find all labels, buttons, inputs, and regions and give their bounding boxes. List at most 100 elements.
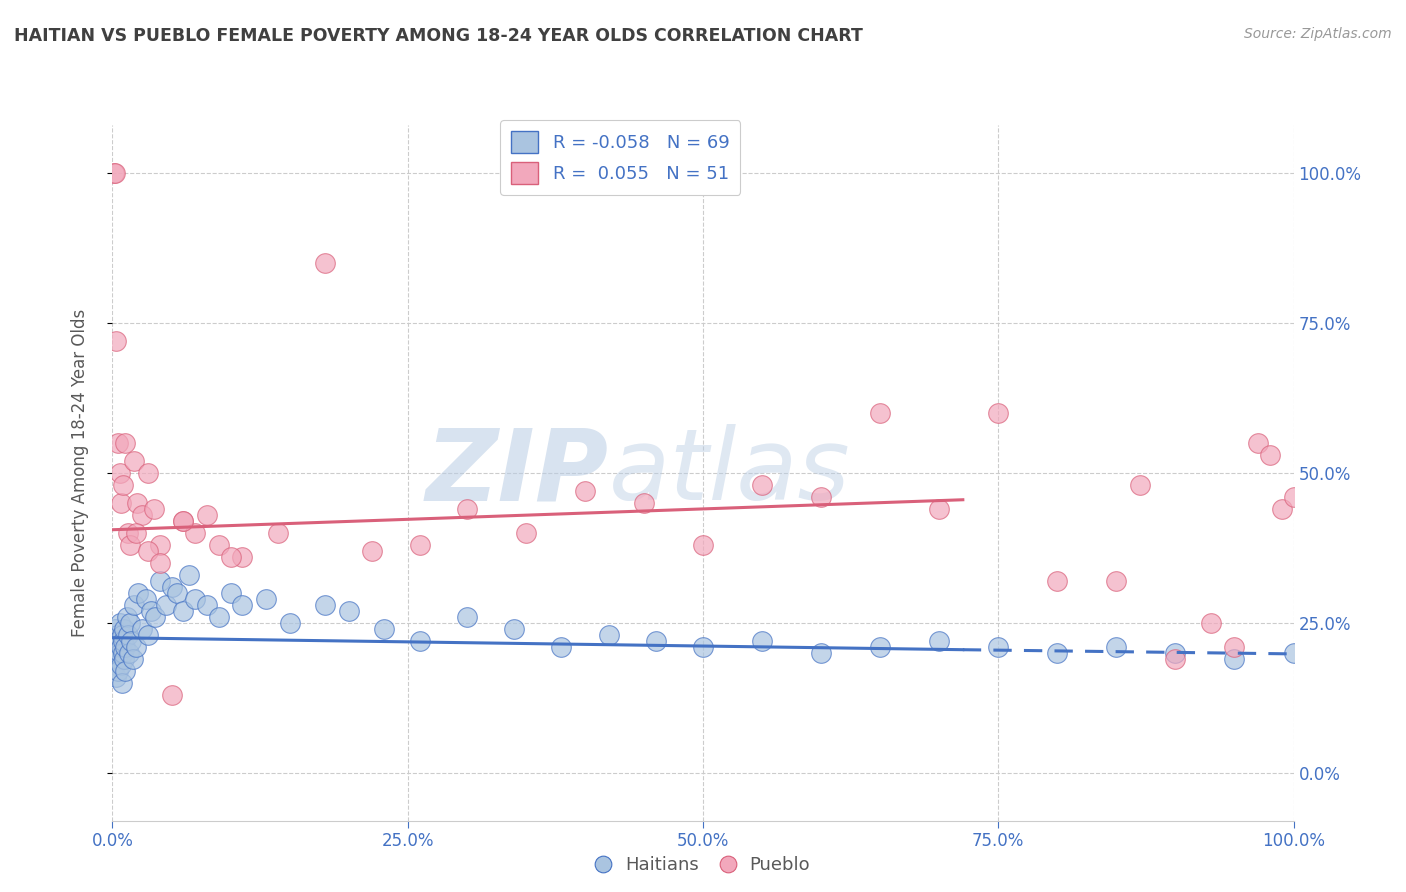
Point bbox=[166, 585, 188, 599]
Point bbox=[110, 640, 132, 654]
Point bbox=[928, 501, 950, 516]
Point bbox=[136, 466, 159, 480]
Point bbox=[110, 657, 132, 672]
Legend: Haitians, Pueblo: Haitians, Pueblo bbox=[589, 849, 817, 881]
Point bbox=[136, 628, 159, 642]
Point bbox=[1282, 646, 1305, 660]
Point bbox=[1129, 477, 1152, 491]
Point bbox=[107, 633, 129, 648]
Point bbox=[267, 525, 290, 540]
Point bbox=[314, 598, 336, 612]
Point bbox=[117, 525, 139, 540]
Point bbox=[108, 466, 131, 480]
Point bbox=[692, 640, 714, 654]
Point bbox=[127, 585, 149, 599]
Point bbox=[219, 585, 242, 599]
Point bbox=[314, 256, 336, 270]
Point bbox=[104, 622, 127, 636]
Point bbox=[112, 646, 135, 660]
Point bbox=[115, 609, 138, 624]
Point bbox=[120, 538, 142, 552]
Point bbox=[142, 501, 165, 516]
Point bbox=[337, 604, 360, 618]
Point bbox=[108, 615, 131, 630]
Point bbox=[219, 549, 242, 564]
Point bbox=[149, 574, 172, 588]
Point bbox=[408, 633, 430, 648]
Point bbox=[172, 514, 194, 528]
Point bbox=[125, 525, 148, 540]
Point bbox=[810, 646, 832, 660]
Point bbox=[184, 525, 207, 540]
Point bbox=[1199, 615, 1222, 630]
Point bbox=[107, 664, 129, 678]
Point bbox=[155, 598, 177, 612]
Point bbox=[114, 640, 136, 654]
Point bbox=[111, 628, 134, 642]
Point bbox=[122, 454, 145, 468]
Point bbox=[810, 490, 832, 504]
Point bbox=[208, 609, 231, 624]
Point bbox=[550, 640, 572, 654]
Point bbox=[112, 633, 135, 648]
Point bbox=[278, 615, 301, 630]
Point bbox=[104, 166, 127, 180]
Text: Source: ZipAtlas.com: Source: ZipAtlas.com bbox=[1244, 27, 1392, 41]
Point bbox=[127, 496, 149, 510]
Point bbox=[114, 435, 136, 450]
Point bbox=[503, 622, 526, 636]
Point bbox=[1282, 490, 1305, 504]
Point bbox=[1223, 651, 1246, 665]
Point bbox=[105, 670, 128, 684]
Point bbox=[112, 622, 135, 636]
Point bbox=[1271, 501, 1294, 516]
Point bbox=[195, 598, 218, 612]
Point bbox=[121, 651, 143, 665]
Point bbox=[120, 615, 142, 630]
Point bbox=[373, 622, 395, 636]
Point bbox=[125, 640, 148, 654]
Point bbox=[172, 604, 194, 618]
Point bbox=[103, 646, 125, 660]
Point bbox=[515, 525, 537, 540]
Text: ZIP: ZIP bbox=[426, 425, 609, 521]
Point bbox=[120, 633, 142, 648]
Point bbox=[105, 628, 128, 642]
Point bbox=[117, 628, 139, 642]
Point bbox=[103, 166, 125, 180]
Point bbox=[105, 640, 128, 654]
Point bbox=[1105, 640, 1128, 654]
Point bbox=[1223, 640, 1246, 654]
Point bbox=[104, 657, 127, 672]
Point bbox=[111, 675, 134, 690]
Point bbox=[254, 591, 277, 606]
Point bbox=[112, 651, 135, 665]
Point bbox=[574, 483, 596, 498]
Point bbox=[987, 406, 1010, 420]
Point bbox=[361, 543, 384, 558]
Point bbox=[114, 664, 136, 678]
Point bbox=[122, 598, 145, 612]
Point bbox=[131, 622, 153, 636]
Point bbox=[456, 609, 478, 624]
Point bbox=[172, 514, 194, 528]
Point bbox=[105, 334, 128, 348]
Point bbox=[231, 598, 253, 612]
Point bbox=[598, 628, 620, 642]
Point bbox=[143, 609, 166, 624]
Point bbox=[456, 501, 478, 516]
Point bbox=[160, 580, 183, 594]
Point bbox=[208, 538, 231, 552]
Point bbox=[1247, 435, 1270, 450]
Point bbox=[110, 496, 132, 510]
Point bbox=[869, 640, 891, 654]
Point bbox=[1046, 646, 1069, 660]
Point bbox=[112, 477, 135, 491]
Point bbox=[118, 646, 141, 660]
Point bbox=[1105, 574, 1128, 588]
Point bbox=[179, 567, 201, 582]
Point bbox=[131, 508, 153, 522]
Point bbox=[1046, 574, 1069, 588]
Point bbox=[1164, 651, 1187, 665]
Point bbox=[408, 538, 430, 552]
